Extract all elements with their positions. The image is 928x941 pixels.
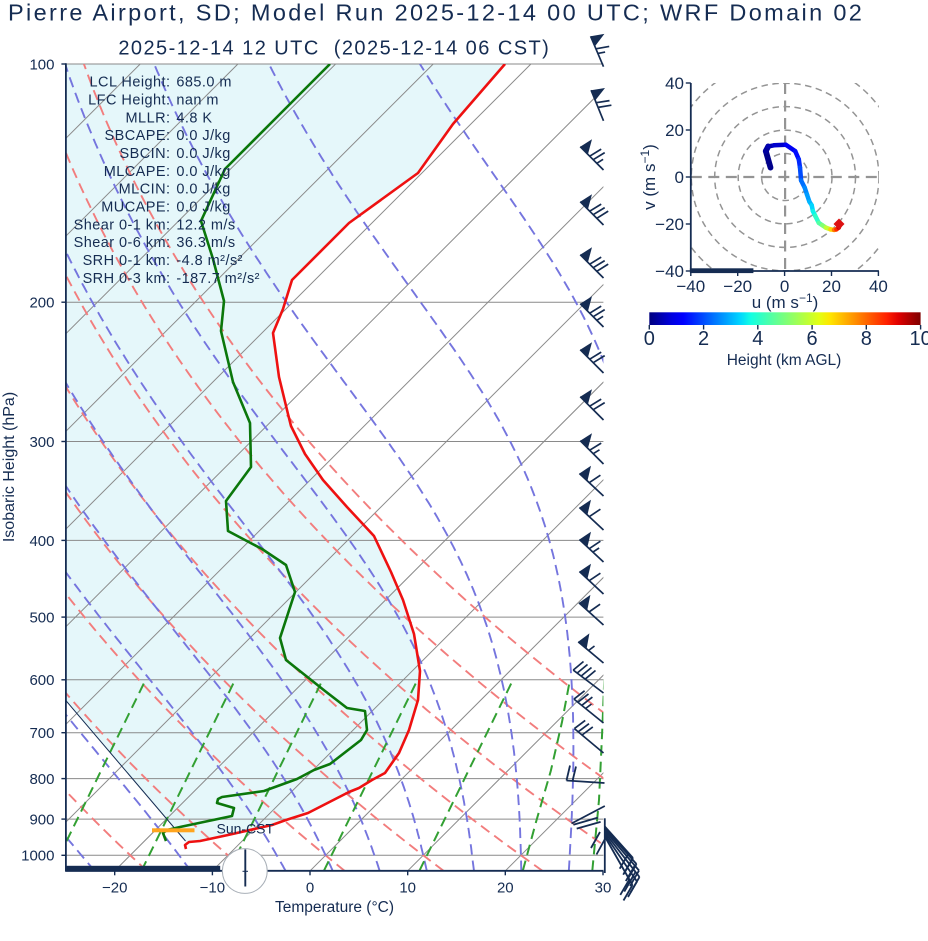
svg-text:20: 20 bbox=[822, 277, 841, 296]
svg-text:Pierre Airport, SD; Model Run: Pierre Airport, SD; Model Run 2025-12-14… bbox=[8, 0, 864, 25]
svg-text:MLCIN:: MLCIN: bbox=[119, 182, 171, 198]
svg-text:0: 0 bbox=[644, 328, 655, 350]
svg-text:2025-12-14 12 UTC (2025-12-14: 2025-12-14 12 UTC (2025-12-14 06 CST) bbox=[118, 38, 550, 60]
svg-text:685.0 m: 685.0 m bbox=[176, 75, 232, 91]
svg-text:−20: −20 bbox=[723, 277, 752, 296]
svg-text:12.2 m/s: 12.2 m/s bbox=[176, 217, 235, 233]
svg-text:−20: −20 bbox=[102, 879, 127, 896]
svg-text:10: 10 bbox=[909, 328, 928, 350]
svg-text:−40: −40 bbox=[655, 262, 684, 281]
svg-text:4.8 K: 4.8 K bbox=[176, 110, 212, 126]
svg-text:LCL Height:: LCL Height: bbox=[90, 75, 171, 91]
svg-text:40: 40 bbox=[869, 277, 888, 296]
svg-text:SRH 0-1 km:: SRH 0-1 km: bbox=[83, 253, 171, 269]
svg-text:36.3 m/s: 36.3 m/s bbox=[176, 235, 235, 251]
svg-text:SBCIN:: SBCIN: bbox=[119, 146, 170, 162]
svg-text:8: 8 bbox=[861, 328, 872, 350]
svg-text:900: 900 bbox=[29, 812, 54, 829]
svg-text:40: 40 bbox=[665, 74, 684, 93]
svg-text:4: 4 bbox=[752, 328, 763, 350]
svg-text:100: 100 bbox=[29, 56, 54, 73]
svg-text:MUCAPE:: MUCAPE: bbox=[101, 200, 170, 216]
svg-text:800: 800 bbox=[29, 771, 54, 788]
svg-text:-187.7 m²/s²: -187.7 m²/s² bbox=[176, 271, 260, 287]
svg-text:-4.8 m²/s²: -4.8 m²/s² bbox=[176, 253, 243, 269]
svg-text:0.0 J/kg: 0.0 J/kg bbox=[176, 164, 230, 180]
svg-text:0: 0 bbox=[780, 277, 789, 296]
svg-text:Sun-CST: Sun-CST bbox=[217, 821, 275, 837]
svg-text:MLCAPE:: MLCAPE: bbox=[104, 164, 171, 180]
svg-text:nan m: nan m bbox=[176, 93, 219, 109]
svg-text:700: 700 bbox=[29, 725, 54, 742]
svg-text:SBCAPE:: SBCAPE: bbox=[104, 128, 170, 144]
svg-text:Shear 0-1 km:: Shear 0-1 km: bbox=[74, 217, 171, 233]
svg-text:Height (km AGL): Height (km AGL) bbox=[727, 352, 842, 369]
svg-text:6: 6 bbox=[807, 328, 818, 350]
svg-text:200: 200 bbox=[29, 295, 54, 312]
svg-text:1000: 1000 bbox=[21, 848, 54, 865]
svg-text:30: 30 bbox=[595, 879, 612, 896]
svg-text:Temperature (°C): Temperature (°C) bbox=[275, 899, 394, 916]
svg-text:Shear 0-6 km:: Shear 0-6 km: bbox=[74, 235, 171, 251]
svg-text:20: 20 bbox=[665, 121, 684, 140]
svg-text:0: 0 bbox=[675, 168, 684, 187]
svg-text:20: 20 bbox=[497, 879, 514, 896]
svg-text:2: 2 bbox=[698, 328, 709, 350]
svg-text:LFC Height:: LFC Height: bbox=[88, 93, 170, 109]
svg-text:500: 500 bbox=[29, 610, 54, 627]
svg-text:0.0 J/kg: 0.0 J/kg bbox=[176, 146, 230, 162]
svg-text:−10: −10 bbox=[200, 879, 225, 896]
svg-text:10: 10 bbox=[399, 879, 416, 896]
svg-text:Isobaric Height (hPa): Isobaric Height (hPa) bbox=[1, 392, 18, 542]
svg-text:600: 600 bbox=[29, 672, 54, 689]
svg-text:MLLR:: MLLR: bbox=[126, 110, 171, 126]
svg-text:0.0 J/kg: 0.0 J/kg bbox=[176, 200, 230, 216]
svg-text:SRH 0-3 km:: SRH 0-3 km: bbox=[83, 271, 171, 287]
svg-text:300: 300 bbox=[29, 434, 54, 451]
svg-text:−20: −20 bbox=[655, 215, 684, 234]
svg-text:400: 400 bbox=[29, 533, 54, 550]
svg-text:0: 0 bbox=[306, 879, 314, 896]
svg-text:0.0 J/kg: 0.0 J/kg bbox=[176, 182, 230, 198]
svg-text:−40: −40 bbox=[676, 277, 705, 296]
svg-text:0.0 J/kg: 0.0 J/kg bbox=[176, 128, 230, 144]
